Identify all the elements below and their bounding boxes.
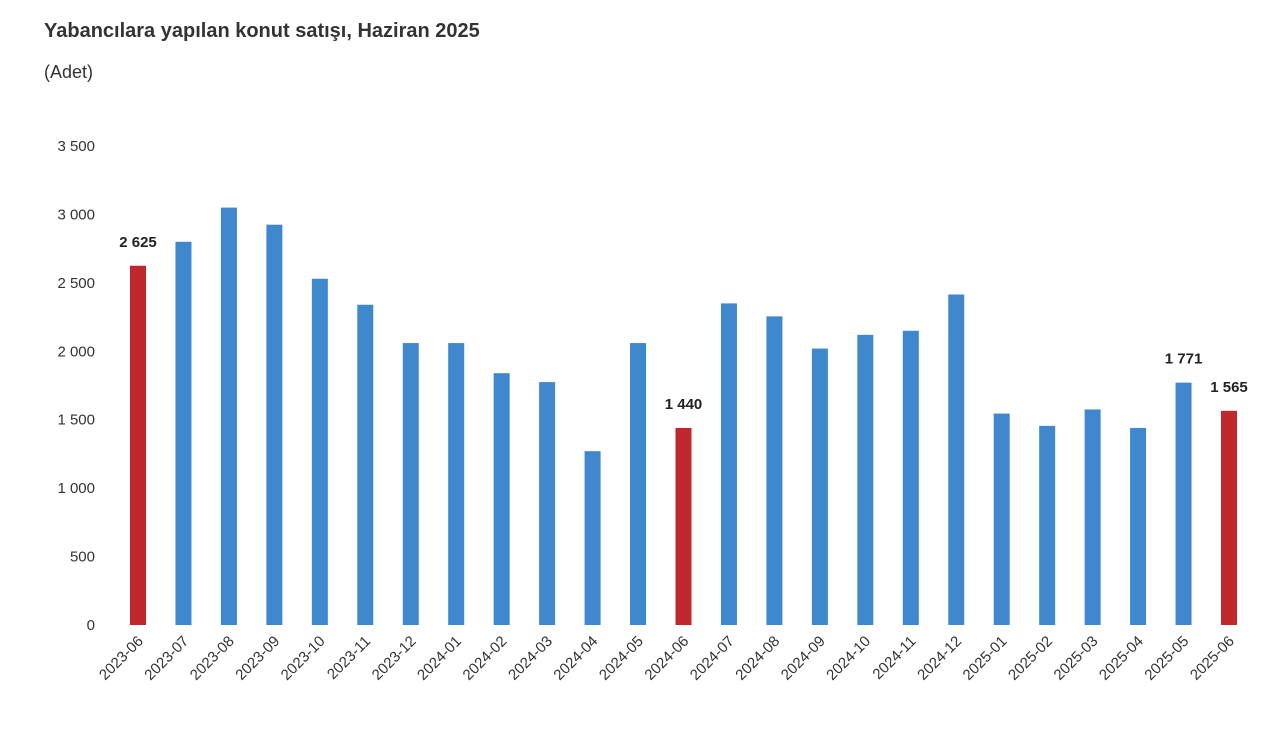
y-tick-label: 0 bbox=[87, 617, 95, 634]
x-tick-label: 2024-08 bbox=[732, 633, 783, 684]
x-tick-label: 2023-09 bbox=[232, 633, 283, 684]
x-tick-label: 2024-09 bbox=[778, 633, 829, 684]
x-axis: 2023-062023-072023-082023-092023-102023-… bbox=[96, 633, 1238, 684]
bar-2025-06 bbox=[1221, 410, 1237, 625]
x-tick-label: 2025-01 bbox=[960, 633, 1011, 684]
x-tick-label: 2024-12 bbox=[914, 633, 965, 684]
y-tick-label: 1 500 bbox=[57, 412, 95, 429]
x-tick-label: 2024-03 bbox=[505, 633, 556, 684]
data-label-2025-05: 1 771 bbox=[1165, 351, 1203, 368]
x-tick-label: 2024-06 bbox=[641, 633, 692, 684]
x-tick-label: 2024-07 bbox=[687, 633, 738, 684]
bar-2023-06 bbox=[130, 265, 146, 625]
bar-2025-02 bbox=[1039, 425, 1056, 625]
bar-2024-04 bbox=[584, 451, 601, 625]
bar-2024-05 bbox=[630, 343, 647, 625]
bars bbox=[130, 207, 1237, 626]
data-labels: 2 625 1 440 1 771 1 565 bbox=[119, 234, 1248, 413]
bar-2023-09 bbox=[266, 224, 283, 625]
x-tick-label: 2023-10 bbox=[278, 633, 329, 684]
bar-2024-07 bbox=[720, 303, 737, 625]
x-tick-label: 2024-10 bbox=[823, 633, 874, 684]
bar-2024-01 bbox=[448, 343, 465, 625]
x-tick-label: 2024-01 bbox=[414, 633, 465, 684]
bar-2025-03 bbox=[1084, 409, 1101, 625]
x-tick-label: 2024-11 bbox=[869, 633, 919, 683]
y-tick-label: 500 bbox=[70, 549, 95, 566]
bar-2024-06 bbox=[675, 427, 692, 625]
data-label-2024-06: 1 440 bbox=[665, 396, 703, 413]
bar-2024-11 bbox=[902, 330, 919, 625]
bar-2025-05 bbox=[1175, 382, 1192, 625]
x-tick-label: 2023-07 bbox=[141, 633, 192, 684]
x-tick-label: 2025-04 bbox=[1096, 633, 1147, 684]
x-tick-label: 2025-02 bbox=[1005, 633, 1056, 684]
bar-2024-09 bbox=[811, 348, 828, 625]
bar-2023-10 bbox=[311, 278, 328, 625]
bar-2024-08 bbox=[766, 316, 783, 625]
data-label-2023-06: 2 625 bbox=[119, 234, 157, 251]
x-tick-label: 2024-05 bbox=[596, 633, 647, 684]
x-tick-label: 2023-12 bbox=[369, 633, 420, 684]
bar-2024-02 bbox=[493, 373, 510, 625]
bar-2024-10 bbox=[857, 334, 874, 625]
y-tick-label: 1 000 bbox=[57, 480, 95, 497]
bar-2025-04 bbox=[1130, 427, 1147, 625]
chart-subtitle: (Adet) bbox=[44, 62, 94, 82]
x-tick-label: 2025-06 bbox=[1187, 633, 1238, 684]
bar-2024-12 bbox=[948, 294, 965, 625]
bar-2024-03 bbox=[539, 382, 556, 625]
y-tick-label: 2 000 bbox=[57, 343, 95, 360]
bar-2025-01 bbox=[993, 413, 1010, 625]
x-tick-label: 2025-03 bbox=[1050, 633, 1101, 684]
x-tick-label: 2023-06 bbox=[96, 633, 147, 684]
y-tick-label: 3 000 bbox=[57, 206, 95, 223]
x-tick-label: 2024-02 bbox=[460, 633, 511, 684]
y-tick-label: 2 500 bbox=[57, 275, 95, 292]
x-tick-label: 2025-05 bbox=[1141, 633, 1192, 684]
x-tick-label: 2024-04 bbox=[550, 633, 601, 684]
chart-title: Yabancılara yapılan konut satışı, Hazira… bbox=[44, 20, 480, 42]
data-label-2025-06: 1 565 bbox=[1210, 379, 1248, 396]
bar-2023-08 bbox=[220, 207, 237, 626]
y-axis: 0 500 1 000 1 500 2 000 2 500 3 000 3 500 bbox=[57, 138, 95, 634]
x-tick-label: 2023-11 bbox=[324, 633, 374, 683]
bar-2023-11 bbox=[357, 304, 374, 625]
bar-2023-07 bbox=[175, 241, 192, 626]
bar-2023-12 bbox=[402, 343, 419, 625]
x-tick-label: 2023-08 bbox=[187, 633, 238, 684]
y-tick-label: 3 500 bbox=[57, 138, 95, 155]
